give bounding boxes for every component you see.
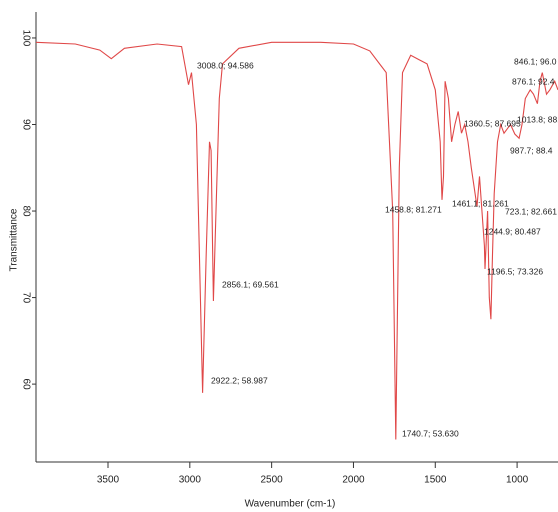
peak-annotation: 1740.7; 53.630 [402,428,459,438]
peak-annotation: 1458.8; 81.271 [385,204,442,214]
x-tick-label: 1000 [506,475,529,486]
x-tick-label: 1500 [424,475,447,486]
y-tick-label: 100 [20,30,31,47]
peak-annotation: 2922.2; 58.987 [211,375,268,385]
y-tick-label: 60 [20,379,31,391]
peak-annotation: 723.1; 82.661 [505,206,557,216]
x-tick-label: 2500 [261,475,284,486]
peak-annotation: 987.7; 88.4 [510,145,553,155]
x-tick-label: 3000 [179,475,202,486]
peak-annotation: 1244.9; 80.487 [484,226,541,236]
x-tick-label: 3500 [97,475,120,486]
y-tick-label: 80 [20,205,31,217]
peak-annotation: 846.1; 96.0 [514,56,557,66]
y-axis-label: Transmittance [9,208,20,271]
peak-annotation: 2856.1; 69.561 [222,279,279,289]
y-tick-label: 70 [20,292,31,304]
peak-annotation: 1196.5; 73.326 [487,266,543,276]
peak-annotation: 876.1; 92.4 [512,76,555,86]
peak-annotation: 1461.1; 81.261 [452,198,509,208]
x-axis-label: Wavenumber (cm-1) [245,499,336,510]
peak-annotation: 1013.8; 88.9 [517,114,558,124]
spectrum-line [35,41,558,440]
x-tick-label: 2000 [342,475,365,486]
y-tick-label: 90 [20,119,31,131]
peak-annotation: 1360.5; 87.695 [464,118,521,128]
peak-annotation: 3008.0; 94.586 [197,60,254,70]
